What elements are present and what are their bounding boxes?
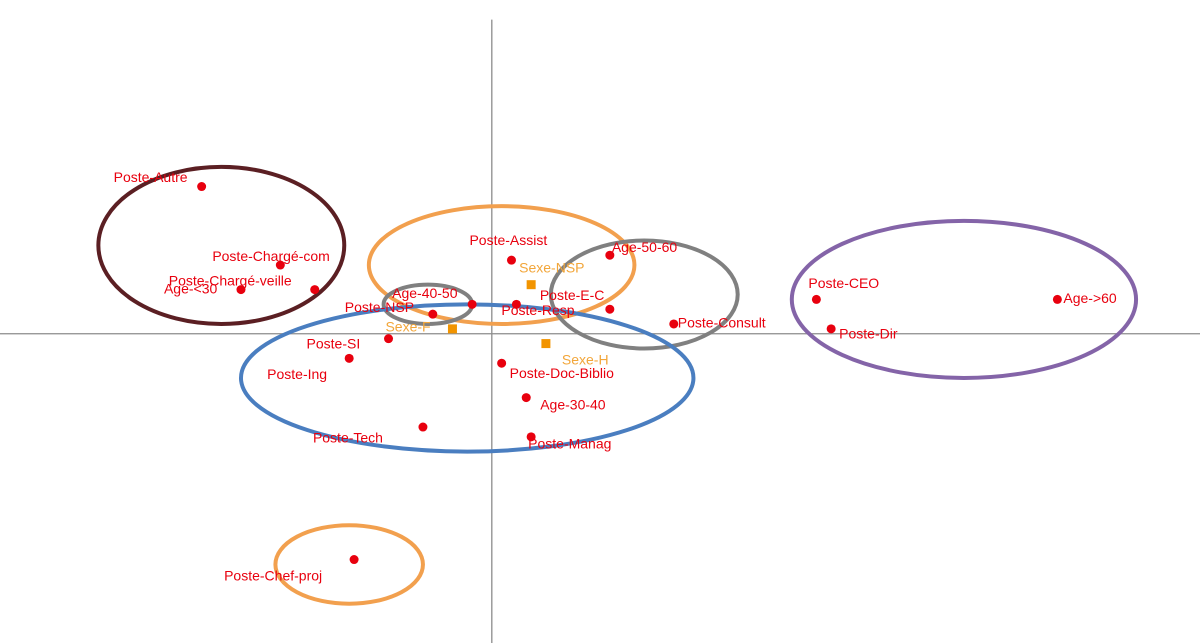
data-labels: Poste-Autre Poste-Chargé-com Poste-Chargé-… [114, 169, 1117, 583]
label-poste-e-c: Poste-E-C [540, 287, 605, 303]
label-poste-ing: Poste-Ing [267, 366, 327, 382]
label-poste-charge-veille: Poste-Chargé-veille [169, 272, 292, 288]
label-sexe-h: Sexe-H [562, 351, 609, 367]
axes [0, 19, 1200, 643]
point-poste-nsp [428, 309, 438, 319]
label-poste-manag: Poste-Manag [528, 436, 611, 452]
cluster-ellipse-4 [548, 238, 740, 351]
point-poste-dir [826, 324, 836, 334]
point-poste-charge-com [275, 260, 285, 270]
label-poste-charge-com: Poste-Chargé-com [212, 248, 330, 264]
label-poste-chef-proj: Poste-Chef-proj [224, 567, 322, 583]
cluster-ellipse-2 [366, 204, 637, 326]
cluster-ellipses [96, 164, 1139, 606]
point-sexe-h [541, 339, 551, 349]
label-poste-dir: Poste-Dir [839, 326, 898, 342]
point-poste-manag [526, 432, 536, 442]
cluster-ellipse-6 [238, 302, 696, 454]
point-poste-ceo [811, 294, 821, 304]
point-age-lt30 [236, 285, 246, 295]
point-poste-charge-veille [310, 285, 320, 295]
data-points [197, 182, 1062, 565]
point-poste-consult [669, 319, 679, 329]
point-poste-assist [506, 255, 516, 265]
label-sexe-f: Sexe-F [385, 319, 430, 335]
label-poste-tech: Poste-Tech [313, 430, 383, 446]
point-poste-resp [511, 299, 521, 309]
label-poste-consult: Poste-Consult [678, 315, 766, 331]
cluster-ellipse-5 [789, 218, 1139, 380]
label-age-40-50: Age-40-50 [392, 285, 458, 301]
point-age-40-50 [467, 299, 477, 309]
label-poste-autre: Poste-Autre [114, 169, 188, 185]
point-poste-chef-proj [349, 555, 359, 565]
point-poste-e-c [605, 304, 615, 314]
label-age-lt30: Age-<30 [164, 280, 218, 296]
label-sexe-nsp: Sexe-NSP [519, 259, 584, 275]
label-age-30-40: Age-30-40 [540, 396, 606, 412]
point-poste-si [384, 334, 394, 344]
cluster-ellipse-1 [96, 164, 347, 326]
label-poste-si: Poste-SI [307, 335, 361, 351]
label-poste-ceo: Poste-CEO [808, 275, 879, 291]
label-poste-resp: Poste-Resp [501, 302, 574, 318]
label-poste-assist: Poste-Assist [469, 232, 547, 248]
point-poste-tech [418, 422, 428, 432]
point-poste-doc-biblio [497, 358, 507, 368]
cluster-ellipse-7 [273, 523, 425, 606]
point-poste-autre [197, 182, 207, 192]
point-poste-ing [344, 353, 354, 363]
point-sexe-f [447, 324, 457, 334]
label-age-gt60: Age->60 [1063, 290, 1117, 306]
point-sexe-nsp [526, 280, 536, 290]
label-poste-nsp: Poste-NSP [345, 299, 414, 315]
label-poste-doc-biblio: Poste-Doc-Biblio [510, 365, 614, 381]
point-age-gt60 [1052, 294, 1062, 304]
point-age-50-60 [605, 250, 615, 260]
label-age-50-60: Age-50-60 [612, 239, 678, 255]
point-age-30-40 [521, 393, 531, 403]
